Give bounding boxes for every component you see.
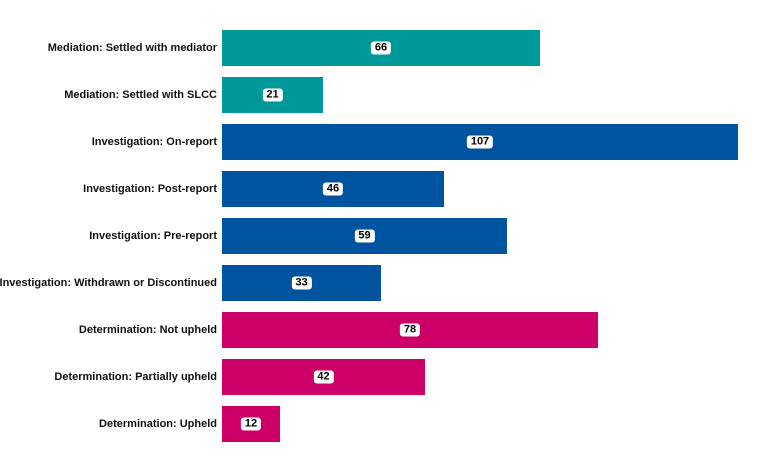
- bar: 66: [222, 30, 540, 66]
- category-label: Mediation: Settled with mediator: [47, 42, 217, 54]
- value-label: 12: [240, 417, 262, 431]
- value-label: 21: [262, 88, 283, 102]
- bar-row: Mediation: Settled with mediator 66: [0, 30, 767, 66]
- bar-row: Determination: Upheld 12: [0, 406, 767, 442]
- bar: 59: [222, 218, 507, 254]
- bar-row: Investigation: Pre-report 59: [0, 218, 767, 254]
- bar: 33: [222, 265, 381, 301]
- category-label: Mediation: Settled with SLCC: [64, 89, 217, 101]
- category-label: Investigation: Pre-report: [89, 230, 217, 242]
- bar: 21: [222, 77, 323, 113]
- bar: 46: [222, 171, 444, 207]
- category-label: Investigation: Post-report: [83, 183, 217, 195]
- bar-row: Mediation: Settled with SLCC 21: [0, 77, 767, 113]
- bar-row: Determination: Not upheld 78: [0, 312, 767, 348]
- bar: 42: [222, 359, 425, 395]
- category-label: Determination: Upheld: [99, 418, 217, 430]
- bar-row: Investigation: On-report 107: [0, 124, 767, 160]
- value-label: 78: [399, 323, 421, 337]
- value-label: 107: [466, 135, 494, 149]
- bar: 78: [222, 312, 598, 348]
- value-label: 42: [313, 370, 334, 384]
- bar: 12: [222, 406, 280, 442]
- category-label: Investigation: Withdrawn or Discontinued: [0, 277, 217, 289]
- bar-row: Investigation: Post-report 46: [0, 171, 767, 207]
- value-label: 46: [322, 182, 344, 196]
- category-label: Determination: Not upheld: [78, 324, 217, 336]
- bar-row: Determination: Partially upheld 42: [0, 359, 767, 395]
- value-label: 59: [354, 229, 375, 243]
- value-label: 33: [291, 276, 312, 290]
- value-label: 66: [370, 41, 392, 55]
- bar-row: Investigation: Withdrawn or Discontinued…: [0, 265, 767, 301]
- category-label: Investigation: On-report: [91, 136, 217, 148]
- category-label: Determination: Partially upheld: [54, 371, 217, 383]
- bar: 107: [222, 124, 738, 160]
